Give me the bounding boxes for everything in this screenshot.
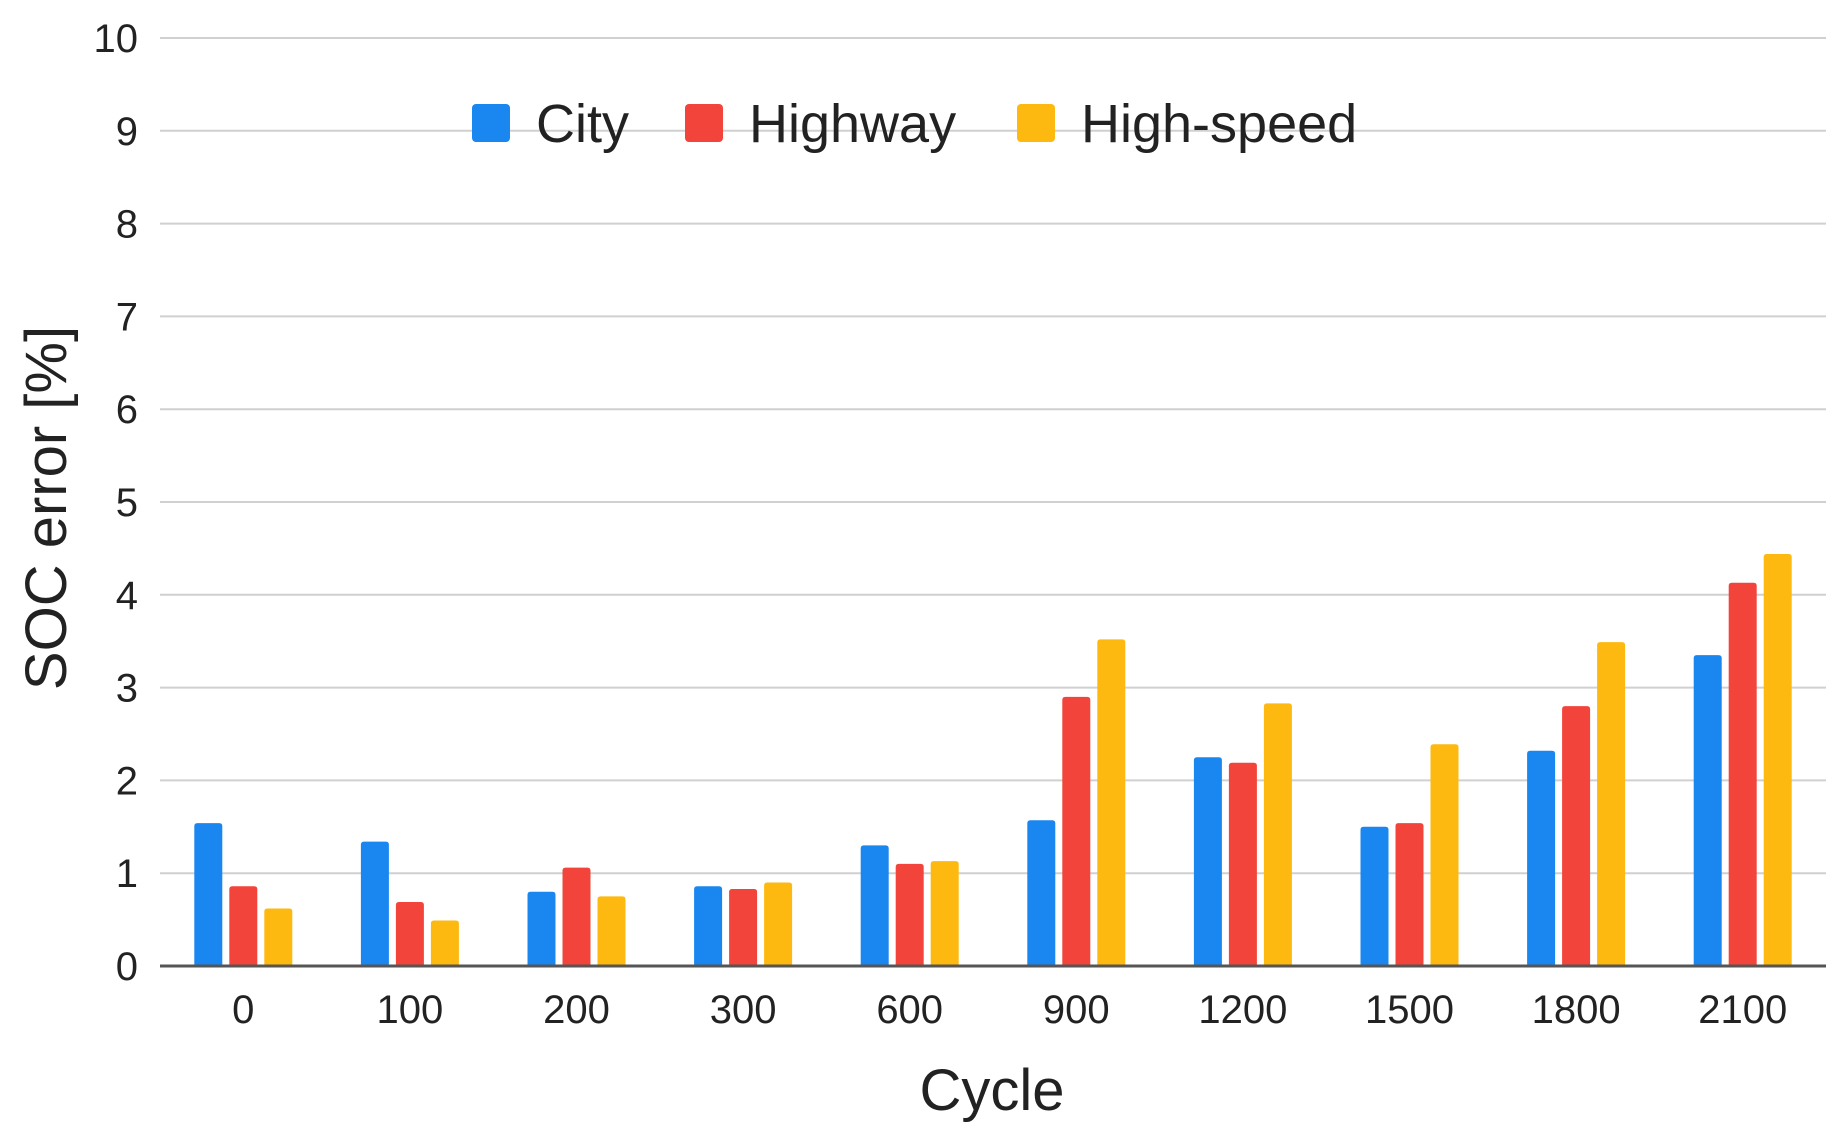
x-tick-label: 100 bbox=[377, 988, 444, 1032]
bar-city-2100 bbox=[1693, 655, 1722, 966]
bar-highway-2100 bbox=[1728, 582, 1757, 966]
bar-city-600 bbox=[860, 845, 889, 966]
x-tick-label: 200 bbox=[543, 988, 610, 1032]
bar-highway-600 bbox=[895, 863, 924, 966]
legend-swatch-high-speed bbox=[1017, 104, 1055, 142]
bar-city-100 bbox=[360, 841, 389, 966]
y-tick-label: 1 bbox=[116, 852, 138, 896]
bar-city-1800 bbox=[1527, 750, 1556, 966]
x-tick-label: 0 bbox=[232, 988, 254, 1032]
x-tick-label: 1200 bbox=[1198, 988, 1287, 1032]
x-tick-label: 1500 bbox=[1365, 988, 1454, 1032]
bar-highway-1200 bbox=[1228, 762, 1257, 966]
x-tick-label: 900 bbox=[1043, 988, 1110, 1032]
y-tick-label: 7 bbox=[116, 295, 138, 339]
x-tick-label: 2100 bbox=[1698, 988, 1787, 1032]
bar-high-speed-600 bbox=[930, 861, 959, 966]
legend-swatch-highway bbox=[685, 104, 723, 142]
y-tick-label: 4 bbox=[116, 574, 138, 618]
bar-high-speed-1800 bbox=[1597, 642, 1626, 966]
bars bbox=[194, 553, 1792, 966]
gridlines bbox=[160, 37, 1826, 875]
y-tick-label: 9 bbox=[116, 110, 138, 154]
bar-high-speed-2100 bbox=[1763, 553, 1792, 966]
bar-city-1500 bbox=[1360, 826, 1389, 966]
bar-city-900 bbox=[1027, 820, 1056, 966]
bar-high-speed-1200 bbox=[1263, 703, 1292, 966]
y-tick-label: 5 bbox=[116, 481, 138, 525]
y-axis-title: SOC error [%] bbox=[14, 326, 79, 690]
legend-label-city: City bbox=[536, 94, 629, 154]
y-tick-label: 8 bbox=[116, 203, 138, 247]
bar-high-speed-0 bbox=[264, 908, 293, 966]
bar-high-speed-100 bbox=[430, 920, 459, 966]
x-tick-label: 1800 bbox=[1532, 988, 1621, 1032]
bar-city-300 bbox=[694, 886, 723, 966]
bar-highway-1800 bbox=[1562, 706, 1591, 966]
legend-swatch-city bbox=[472, 104, 510, 142]
legend-label-highway: Highway bbox=[749, 94, 956, 154]
bar-city-0 bbox=[194, 823, 223, 966]
legend-label-high-speed: High-speed bbox=[1081, 94, 1357, 154]
bar-highway-1500 bbox=[1395, 823, 1424, 966]
y-axis-ticks: 0 1 2 3 4 5 6 7 8 9 10 bbox=[94, 17, 139, 989]
bar-high-speed-1500 bbox=[1430, 744, 1459, 966]
x-axis-title: Cycle bbox=[919, 1058, 1064, 1123]
bar-city-200 bbox=[527, 891, 556, 966]
legend: City Highway High-speed bbox=[472, 94, 1357, 154]
bar-highway-200 bbox=[562, 867, 591, 966]
bar-highway-100 bbox=[395, 901, 424, 966]
x-tick-label: 300 bbox=[710, 988, 777, 1032]
bar-high-speed-200 bbox=[597, 896, 626, 966]
y-tick-label: 6 bbox=[116, 388, 138, 432]
bar-high-speed-300 bbox=[764, 882, 793, 966]
bar-highway-900 bbox=[1062, 696, 1091, 966]
y-tick-label: 10 bbox=[94, 17, 139, 61]
x-axis-ticks: 0 100 200 300 600 900 1200 1500 1800 2100 bbox=[232, 988, 1787, 1032]
bar-highway-300 bbox=[729, 888, 758, 966]
y-tick-label: 0 bbox=[116, 945, 138, 989]
y-tick-label: 3 bbox=[116, 667, 138, 711]
x-tick-label: 600 bbox=[876, 988, 943, 1032]
bar-highway-0 bbox=[229, 886, 258, 966]
bar-high-speed-900 bbox=[1097, 639, 1126, 966]
y-tick-label: 2 bbox=[116, 759, 138, 803]
bar-city-1200 bbox=[1193, 757, 1222, 966]
